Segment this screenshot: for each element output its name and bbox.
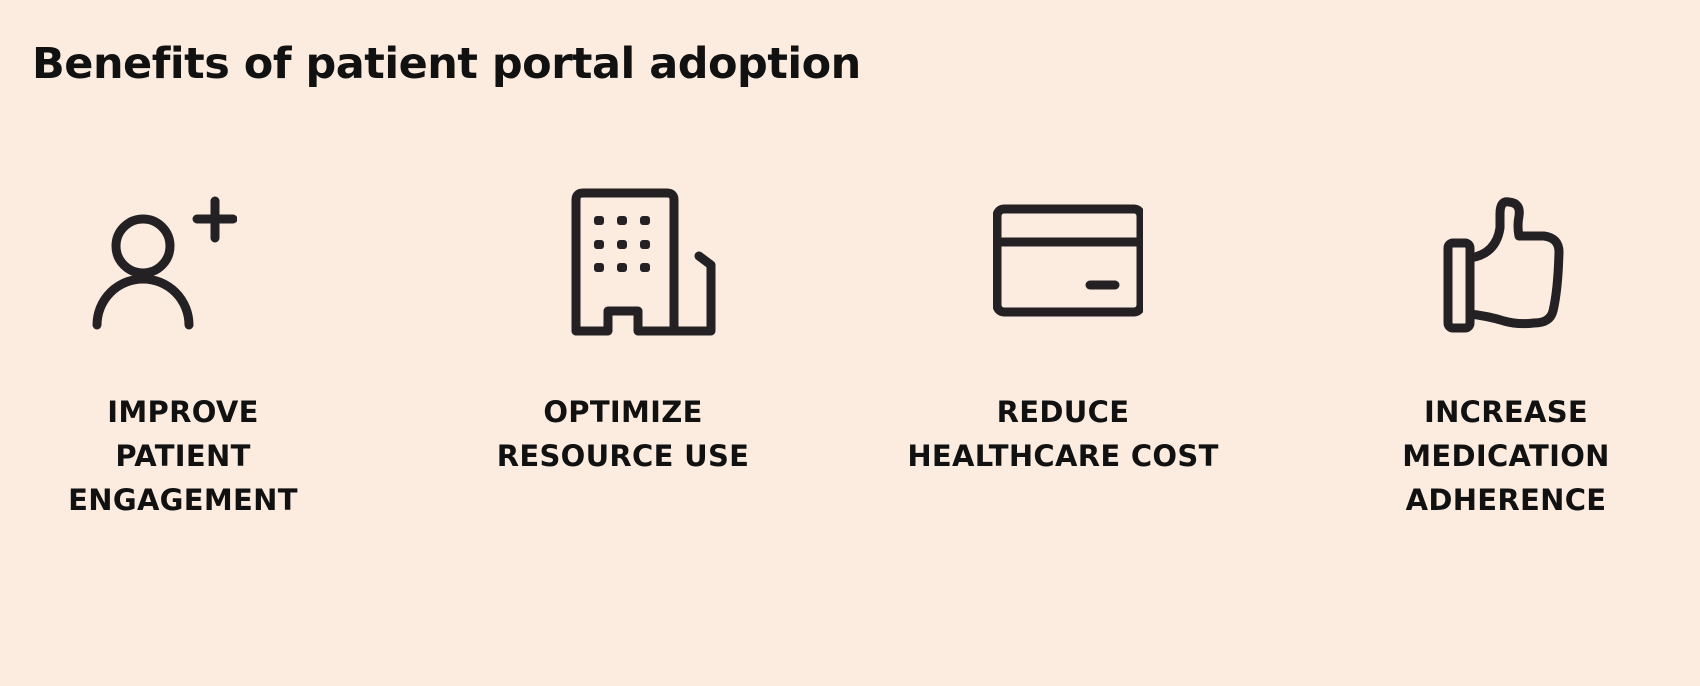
benefit-label: INCREASE MEDICATION ADHERENCE xyxy=(1296,390,1700,522)
label-line: RESOURCE USE xyxy=(496,439,750,473)
building-icon xyxy=(568,188,718,338)
thumbs-up-icon xyxy=(1441,188,1591,338)
label-line: ENGAGEMENT xyxy=(68,483,298,517)
benefit-label: IMPROVE PATIENT ENGAGEMENT xyxy=(0,390,393,522)
label-line: MEDICATION xyxy=(1402,439,1610,473)
label-line: ADHERENCE xyxy=(1405,483,1607,517)
add-user-icon xyxy=(87,188,237,338)
label-line: PATIENT xyxy=(115,439,251,473)
label-line: HEALTHCARE COST xyxy=(907,439,1219,473)
label-line: INCREASE xyxy=(1423,395,1589,429)
benefit-label: OPTIMIZE RESOURCE USE xyxy=(413,390,833,478)
label-line: OPTIMIZE xyxy=(543,395,703,429)
label-line: IMPROVE xyxy=(107,395,259,429)
benefit-label: REDUCE HEALTHCARE COST xyxy=(853,390,1273,478)
label-line: REDUCE xyxy=(996,395,1130,429)
page-title: Benefits of patient portal adoption xyxy=(32,39,861,89)
credit-card-icon xyxy=(993,188,1143,338)
